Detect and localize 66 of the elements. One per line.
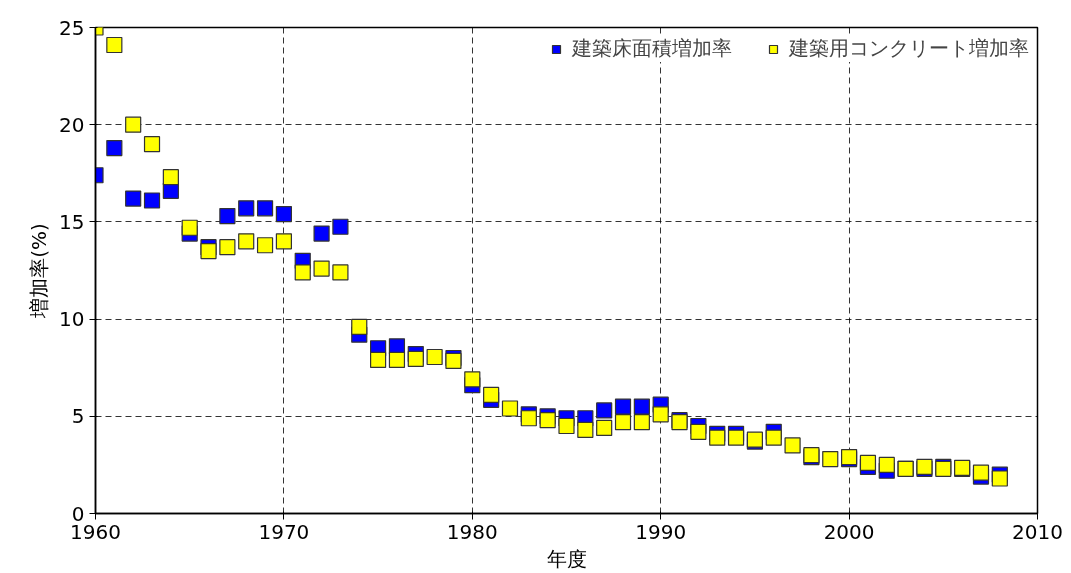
point: [426, 348, 443, 366]
point: [878, 456, 895, 473]
x-tick-label: 1990: [635, 519, 687, 544]
point: [200, 242, 217, 260]
point: [407, 350, 424, 368]
y-tick-label: 20: [59, 112, 85, 137]
legend-label: 建築用コンクリート増加率: [789, 35, 1029, 62]
point: [539, 412, 556, 429]
point: [464, 371, 481, 388]
point: [558, 417, 575, 435]
point: [765, 429, 782, 446]
x-tick-label: 1970: [258, 519, 310, 544]
point: [332, 218, 349, 235]
point: [238, 200, 255, 217]
legend-label: 建築床面積増加率: [572, 35, 732, 62]
point: [275, 233, 292, 250]
point: [822, 450, 839, 468]
point: [690, 423, 707, 440]
point: [614, 398, 632, 415]
point: [143, 136, 161, 153]
point: [633, 398, 650, 415]
point: [388, 351, 406, 369]
point: [727, 429, 745, 446]
point: [106, 139, 123, 157]
point: [125, 116, 142, 133]
point: [577, 421, 594, 439]
point: [125, 190, 142, 207]
point: [483, 386, 500, 404]
y-tick-label: 25: [59, 15, 85, 40]
point: [181, 219, 198, 236]
point: [313, 260, 330, 277]
point: [972, 464, 990, 481]
point: [106, 36, 123, 54]
y-axis-title: 増加率(%): [27, 223, 52, 319]
point: [256, 237, 274, 254]
point: [256, 200, 274, 217]
x-axis-title: 年度: [546, 546, 587, 571]
y-tick-label: 10: [59, 307, 85, 332]
point: [596, 419, 613, 437]
point: [238, 233, 255, 250]
point: [652, 406, 669, 423]
point: [219, 207, 236, 225]
point: [784, 437, 801, 454]
point: [370, 351, 387, 369]
point: [859, 454, 877, 472]
point: [991, 470, 1008, 487]
point: [614, 414, 632, 431]
point: [633, 414, 650, 431]
x-tick-label: 2000: [823, 519, 875, 544]
y-tick-label: 5: [71, 404, 85, 429]
y-tick-label: 15: [59, 209, 85, 234]
point: [332, 264, 349, 281]
x-tick-label: 1980: [446, 519, 498, 544]
point: [162, 169, 179, 186]
point: [501, 400, 519, 417]
point: [520, 410, 537, 427]
point: [351, 318, 368, 335]
point: [143, 192, 161, 209]
point: [596, 402, 613, 419]
point: [709, 429, 726, 446]
point: [294, 264, 311, 281]
point: [313, 225, 330, 242]
y-tick-label: 0: [71, 501, 85, 526]
point: [219, 239, 236, 256]
x-tick-label: 2010: [1012, 519, 1063, 544]
point: [275, 206, 292, 223]
